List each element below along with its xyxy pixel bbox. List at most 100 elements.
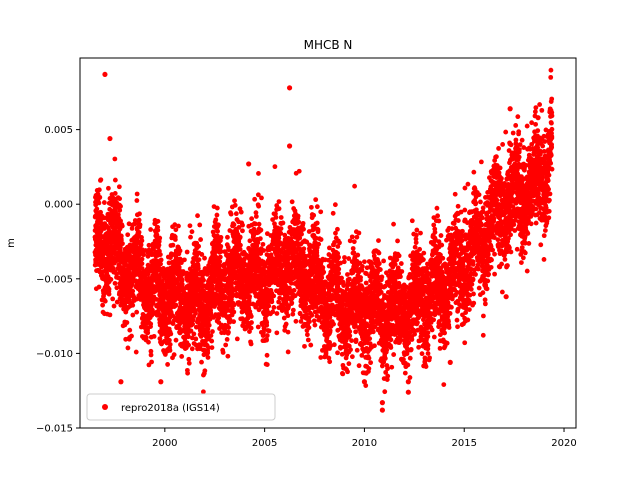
data-point [392, 261, 398, 267]
data-point [398, 274, 403, 280]
data-point [101, 200, 107, 205]
data-point [247, 294, 253, 299]
data-point [349, 354, 355, 360]
data-point [171, 352, 177, 358]
data-point [295, 213, 301, 219]
data-point [368, 360, 374, 366]
data-point [134, 296, 140, 302]
data-point [258, 227, 264, 233]
data-point [327, 328, 333, 334]
data-point [209, 345, 215, 350]
data-point [318, 237, 324, 242]
data-point [266, 303, 272, 309]
data-point [189, 229, 195, 235]
data-point [233, 211, 239, 217]
data-point [167, 348, 173, 353]
data-point [306, 325, 312, 331]
data-point [276, 206, 282, 212]
data-point [347, 329, 353, 335]
data-point [118, 244, 123, 250]
data-point [117, 207, 123, 213]
data-point [264, 322, 270, 328]
data-point [256, 221, 262, 227]
data-point [199, 359, 204, 365]
data-point [165, 362, 171, 367]
data-point [271, 293, 277, 299]
data-point [353, 337, 359, 343]
data-point [100, 302, 106, 308]
data-point [256, 171, 261, 176]
data-point [301, 246, 307, 252]
data-point [321, 269, 327, 275]
data-point [307, 319, 312, 324]
data-point [138, 242, 144, 248]
data-point [102, 298, 108, 304]
data-point [231, 222, 237, 228]
data-point [247, 238, 253, 244]
data-point [182, 257, 187, 263]
data-point [305, 337, 311, 343]
data-point [155, 218, 161, 224]
data-point [376, 238, 381, 244]
data-point [130, 312, 136, 318]
data-point [377, 267, 383, 272]
data-point [337, 240, 342, 246]
data-point [195, 213, 200, 219]
data-point [280, 220, 286, 226]
data-point [335, 350, 340, 356]
data-point [238, 209, 244, 215]
data-point [253, 214, 259, 219]
data-point [389, 364, 395, 370]
data-point [289, 300, 295, 306]
data-point [106, 185, 111, 191]
data-point [213, 217, 219, 223]
data-point [205, 350, 211, 356]
data-point [94, 206, 100, 212]
data-point [388, 345, 394, 350]
data-point [355, 252, 361, 258]
data-point [336, 254, 341, 260]
data-point [360, 264, 365, 269]
data-point [356, 230, 362, 236]
data-point [145, 330, 151, 336]
data-point [112, 156, 118, 162]
data-point [217, 254, 223, 260]
data-point [259, 195, 264, 201]
data-point [327, 359, 333, 365]
data-point [146, 242, 152, 248]
data-point [332, 202, 338, 208]
data-point [269, 299, 275, 305]
data-point [296, 219, 302, 225]
data-point [198, 237, 204, 242]
data-point [127, 327, 133, 333]
data-point [350, 246, 356, 251]
data-point [225, 234, 230, 240]
data-point [283, 321, 289, 327]
data-point [231, 309, 237, 315]
data-point [118, 233, 124, 239]
data-point [231, 319, 237, 325]
data-point [129, 333, 134, 339]
data-point [124, 320, 130, 325]
data-point [314, 220, 320, 226]
data-point [205, 355, 211, 360]
data-point [136, 229, 142, 235]
data-point [134, 198, 140, 203]
data-point [270, 309, 276, 315]
data-point [276, 235, 282, 241]
data-point [134, 309, 140, 315]
data-point [330, 210, 336, 216]
data-point [220, 350, 226, 355]
data-point [349, 234, 355, 240]
data-point [141, 252, 147, 258]
data-point [114, 299, 120, 305]
data-point [347, 333, 353, 339]
data-point [335, 226, 340, 232]
data-point [339, 275, 344, 281]
data-point [240, 228, 245, 234]
data-point [276, 199, 282, 205]
data-point [382, 356, 388, 361]
data-point [112, 191, 118, 196]
data-point [248, 314, 254, 319]
data-point [158, 261, 163, 267]
